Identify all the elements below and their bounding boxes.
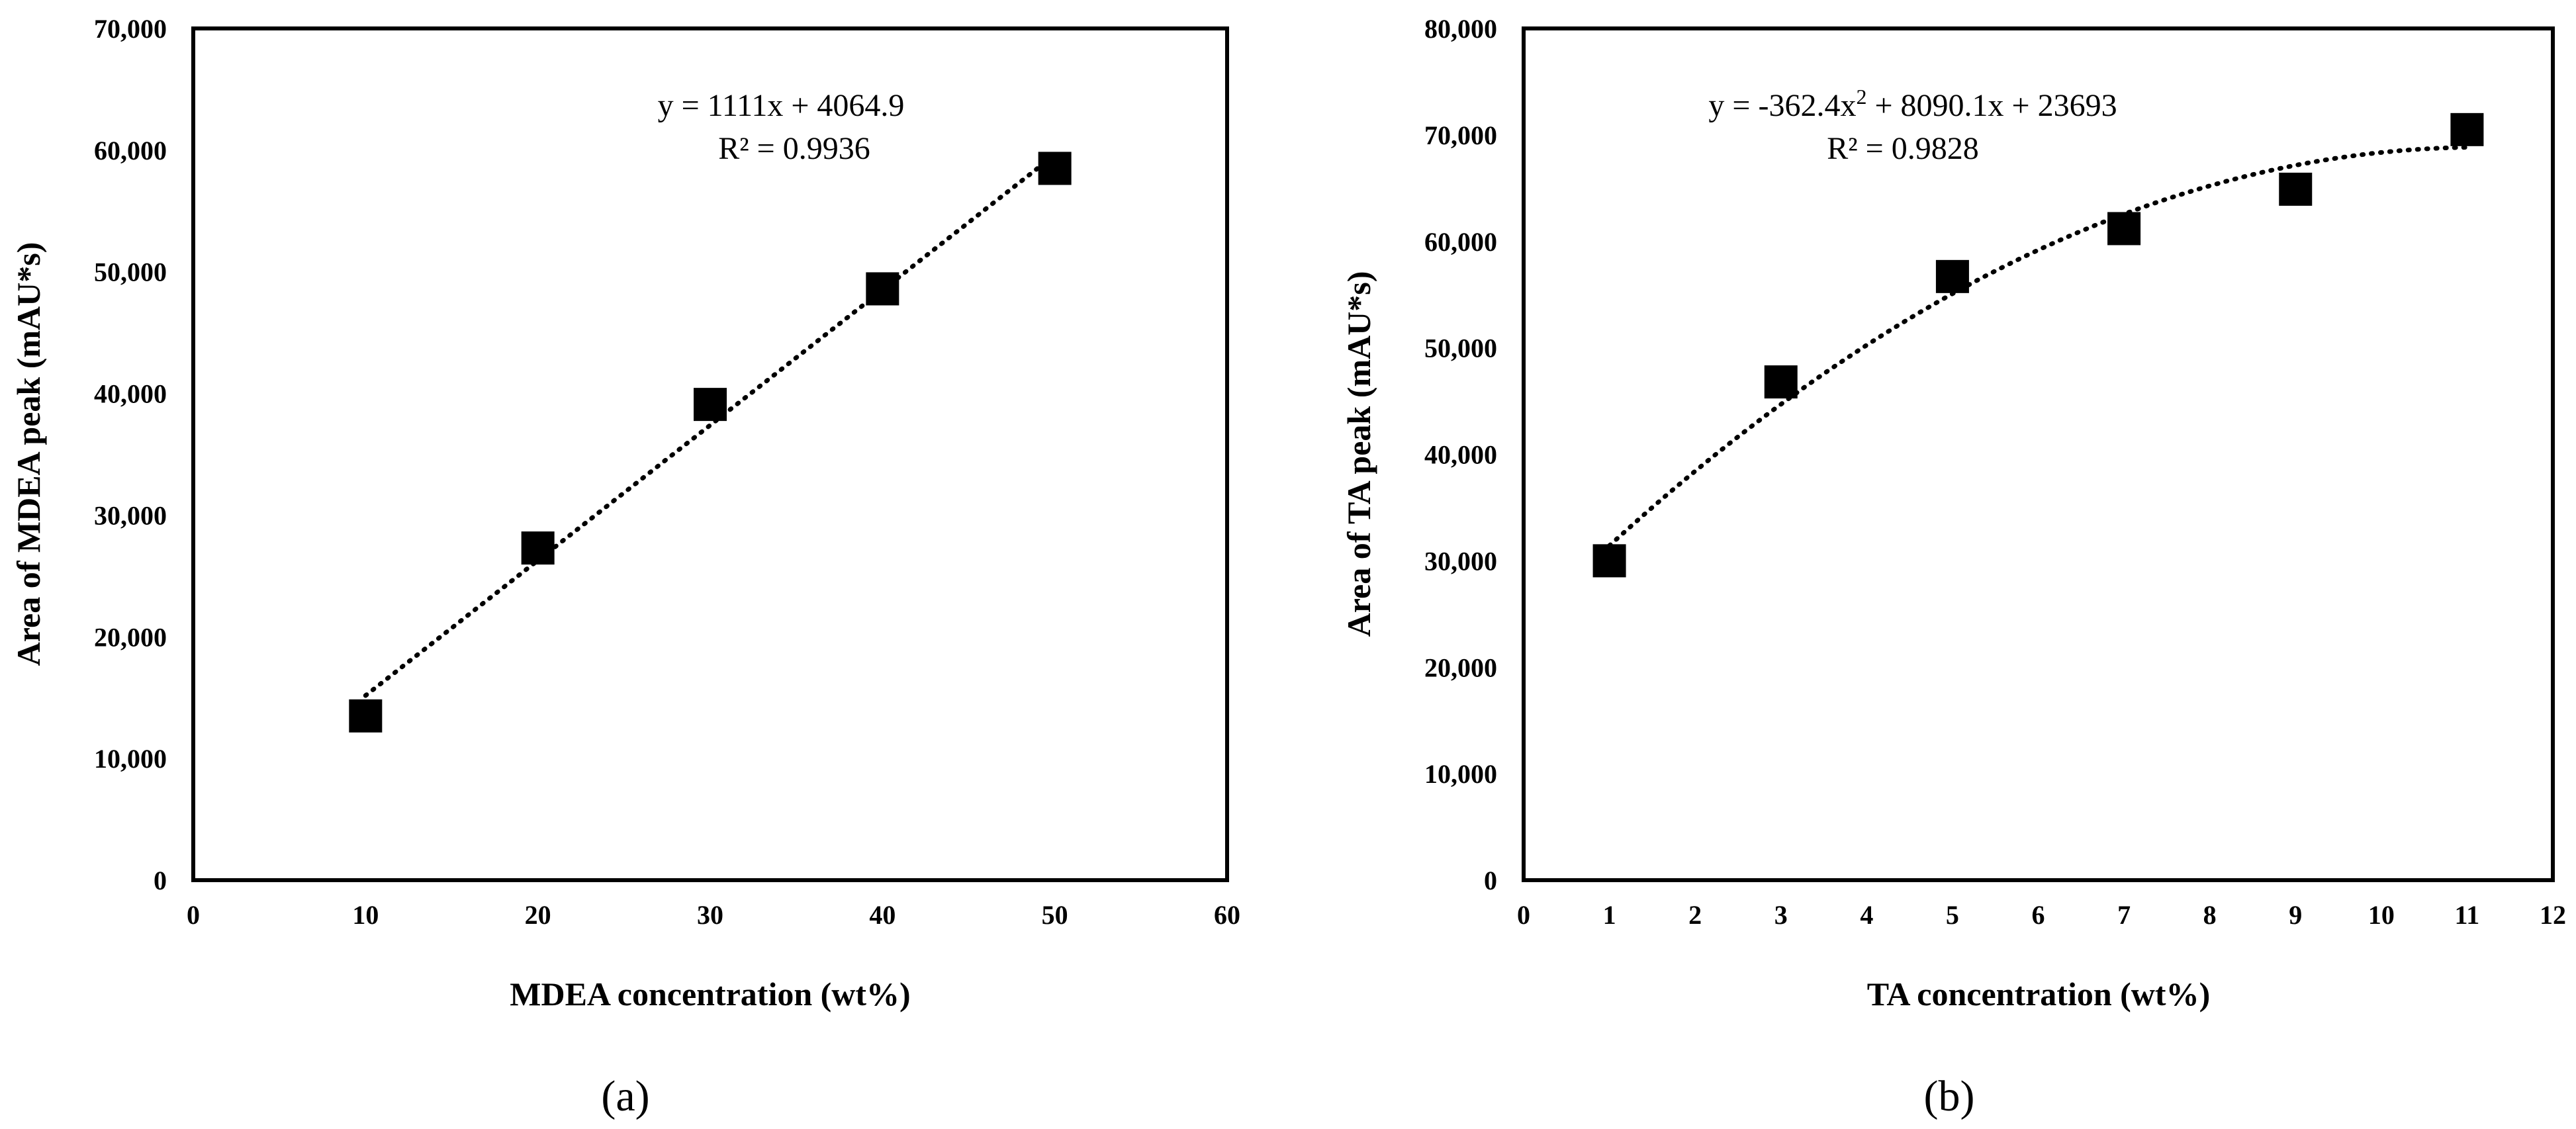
chart-panel-a: 0 10,000 20,000 30,000 40,000 50,000 60,000 70,… [10,14,1240,1120]
x-axis-title-b: TA concentration (wt%) [1867,975,2210,1013]
x-tick-label: 2 [1688,900,1702,930]
x-axis-title-a: MDEA concentration (wt%) [510,975,910,1013]
data-point [866,272,899,306]
data-point [2279,172,2313,206]
y-tick-label: 20,000 [1424,653,1497,682]
x-tick-label: 1 [1603,900,1616,930]
y-tick-label: 60,000 [1424,227,1497,257]
equation-prefix-b: y = -362.4x [1708,88,1856,123]
x-tick-label: 0 [1517,900,1530,930]
data-point [2450,113,2484,146]
trendline-layer-b [1607,145,2469,548]
y-axis-title-b: Area of TA peak (mAU*s) [1340,271,1377,637]
y-axis-title-a: Area of MDEA peak (mAU*s) [10,242,47,666]
y-tick-label: 30,000 [1424,546,1497,576]
data-point [349,699,383,733]
y-tick-label: 40,000 [94,379,167,409]
data-point [1038,152,1072,185]
y-tick-label: 30,000 [94,500,167,530]
x-tick-label: 11 [2455,900,2480,930]
plot-area-frame-b [1522,26,2555,882]
data-point [521,531,555,565]
points-layer-a [349,152,1072,733]
y-tick-label: 60,000 [94,136,167,165]
y-tick-label: 70,000 [1424,120,1497,150]
y-tick-label: 0 [154,866,167,895]
panel-label-a: (a) [601,1072,649,1120]
x-tick-label: 10 [2368,900,2395,930]
x-tick-label: 8 [2203,900,2217,930]
x-tick-label: 7 [2117,900,2131,930]
equation-line-b: y = -362.4x2 + 8090.1x + 23693 [1708,85,2117,123]
x-tick-label: 60 [1214,900,1240,930]
equation-sup-b: 2 [1856,85,1866,109]
x-tick-label: 40 [869,900,896,930]
data-point [1592,544,1626,578]
x-tick-label: 3 [1774,900,1788,930]
plot-area-frame-a [191,26,1229,882]
y-tick-label: 10,000 [1424,759,1497,789]
data-point [1764,365,1798,399]
data-point [694,388,727,422]
x-tick-label: 30 [697,900,723,930]
y-tick-label: 0 [1484,866,1497,895]
y-tick-labels-a: 0 10,000 20,000 30,000 40,000 50,000 60,000 70,… [94,14,167,895]
x-tick-labels-b: 0 1 2 3 4 5 6 7 8 9 10 11 12 [1517,900,2566,930]
r-squared-a: R² = 0.9936 [718,131,870,166]
x-tick-label: 12 [2540,900,2566,930]
y-tick-label: 10,000 [94,744,167,774]
x-tick-label: 20 [525,900,551,930]
points-layer-b [1592,113,2484,578]
x-tick-label: 6 [2032,900,2045,930]
y-tick-labels-b: 0 10,000 20,000 30,000 40,000 50,000 60,000 70,… [1424,14,1497,895]
data-point [2107,212,2141,246]
y-tick-label: 20,000 [94,622,167,652]
trendline-b [1607,145,2469,548]
y-tick-label: 70,000 [94,14,167,44]
x-tick-label: 4 [1860,900,1873,930]
y-tick-label: 50,000 [94,257,167,287]
y-tick-label: 40,000 [1424,440,1497,470]
x-tick-label: 9 [2289,900,2302,930]
equation-suffix-b: + 8090.1x + 23693 [1866,88,2117,123]
chart-panel-b: 0 10,000 20,000 30,000 40,000 50,000 60,000 70,… [1340,14,2566,1120]
equation-line-a: y = 1111x + 4064.9 [658,88,905,123]
trendline-a [363,152,1058,698]
data-point [1935,259,1969,293]
x-tick-label: 5 [1946,900,1959,930]
r-squared-b: R² = 0.9828 [1827,131,1978,166]
x-tick-label: 50 [1042,900,1068,930]
x-tick-label: 10 [352,900,379,930]
x-tick-label: 0 [187,900,200,930]
y-tick-label: 80,000 [1424,14,1497,44]
y-tick-label: 50,000 [1424,334,1497,363]
trendline-layer-a [363,152,1058,698]
x-tick-labels-a: 0 10 20 30 40 50 60 [187,900,1240,930]
panel-label-b: (b) [1924,1072,1975,1120]
